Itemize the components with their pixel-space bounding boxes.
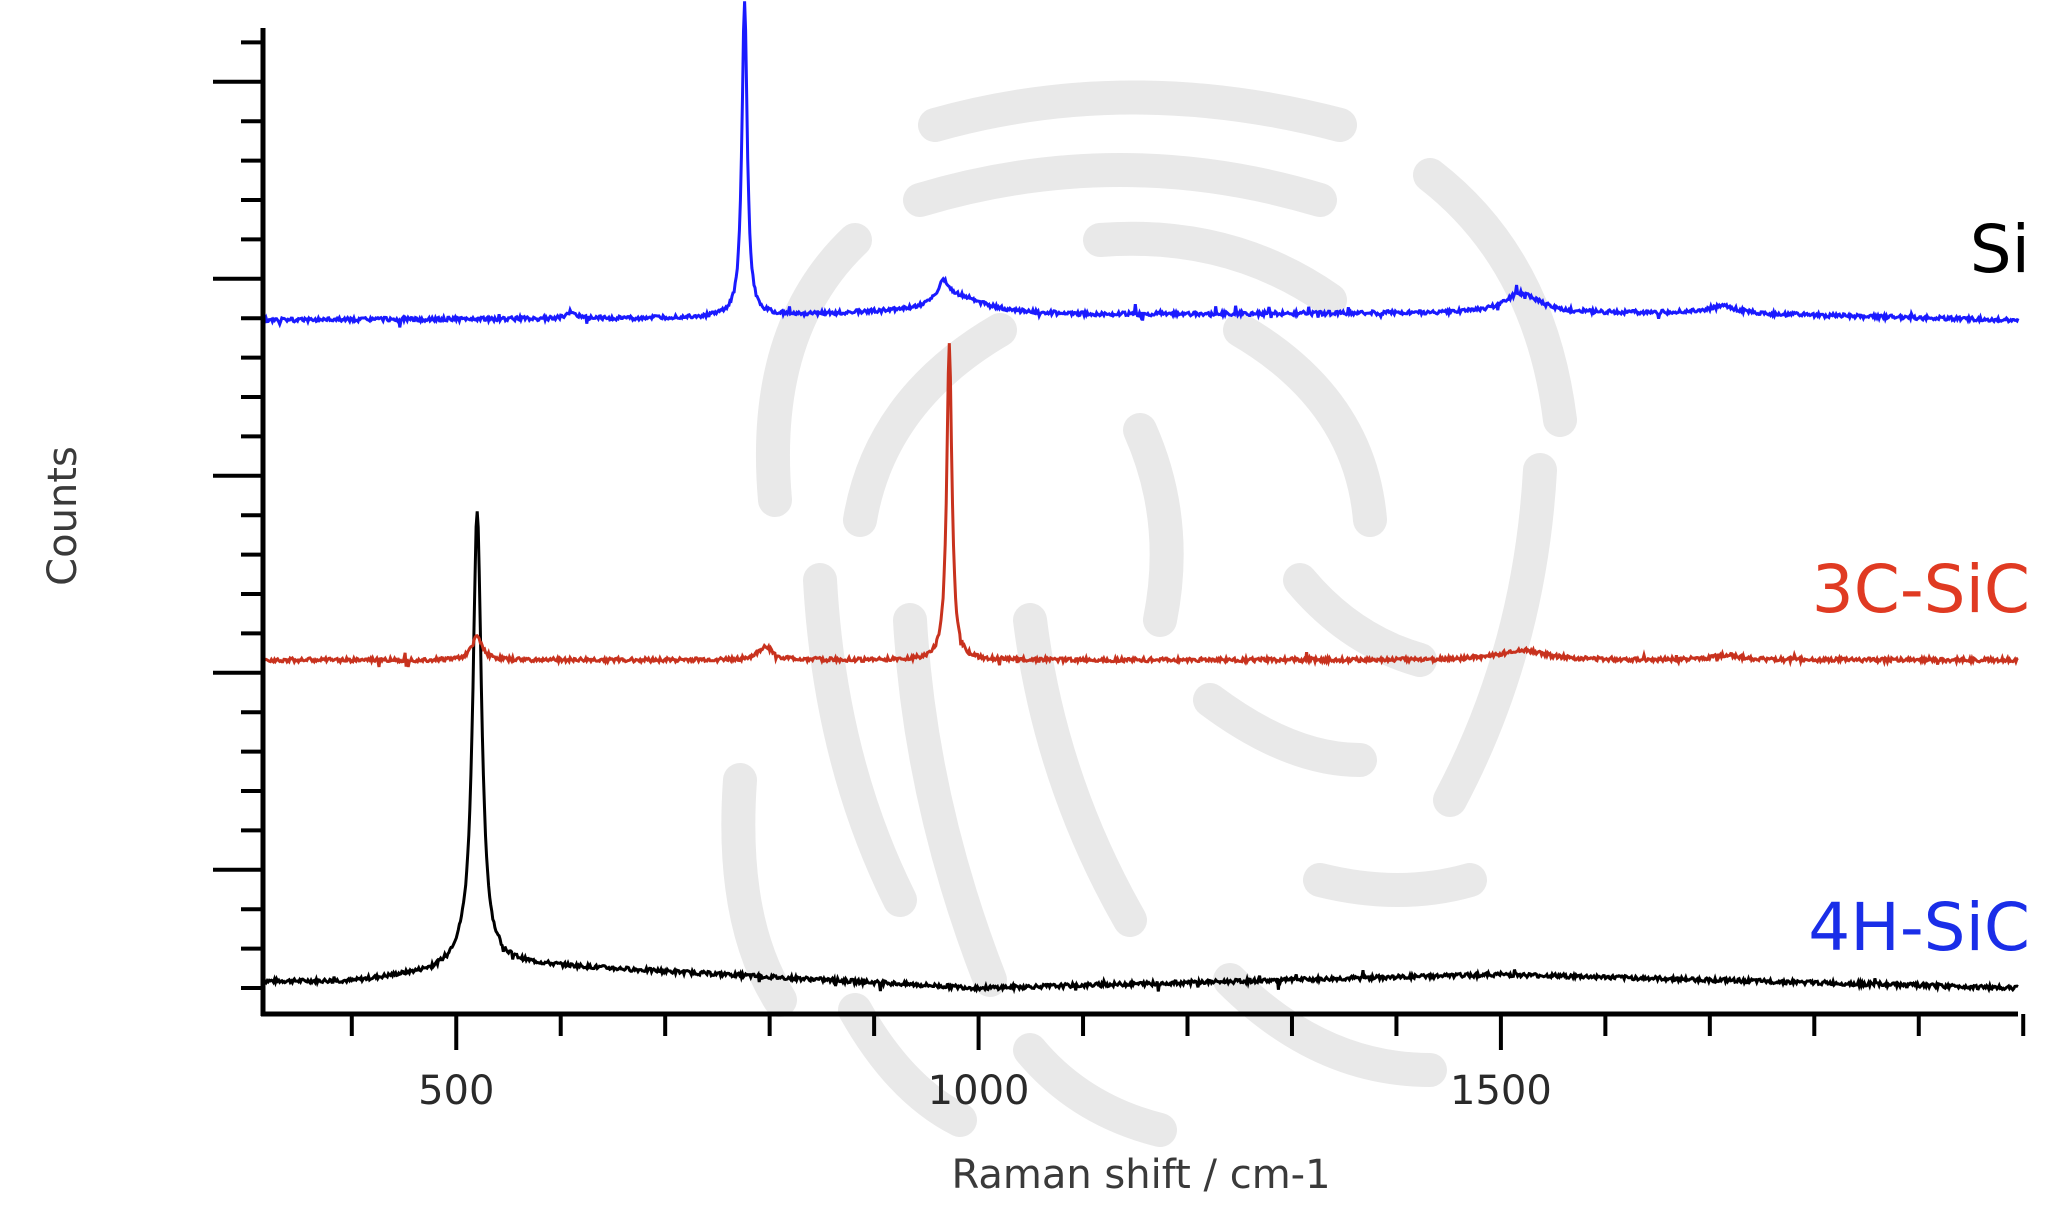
y-axis-title: Counts (40, 446, 86, 586)
series-label-si: Si (1970, 211, 2030, 288)
series-line-3c-sic (261, 343, 2019, 668)
series-line-si (261, 511, 2019, 995)
series-label-3c-sic: 3C-SiC (1812, 551, 2030, 628)
series-line-4h-sic (262, 1, 2020, 329)
x-tick-label: 1000 (928, 1068, 1030, 1114)
x-tick-label: 500 (418, 1068, 494, 1114)
x-axis-title: Raman shift / cm-1 (951, 1152, 1330, 1198)
series-label-4h-sic: 4H-SiC (1808, 889, 2030, 966)
x-tick-label: 1500 (1450, 1068, 1552, 1114)
